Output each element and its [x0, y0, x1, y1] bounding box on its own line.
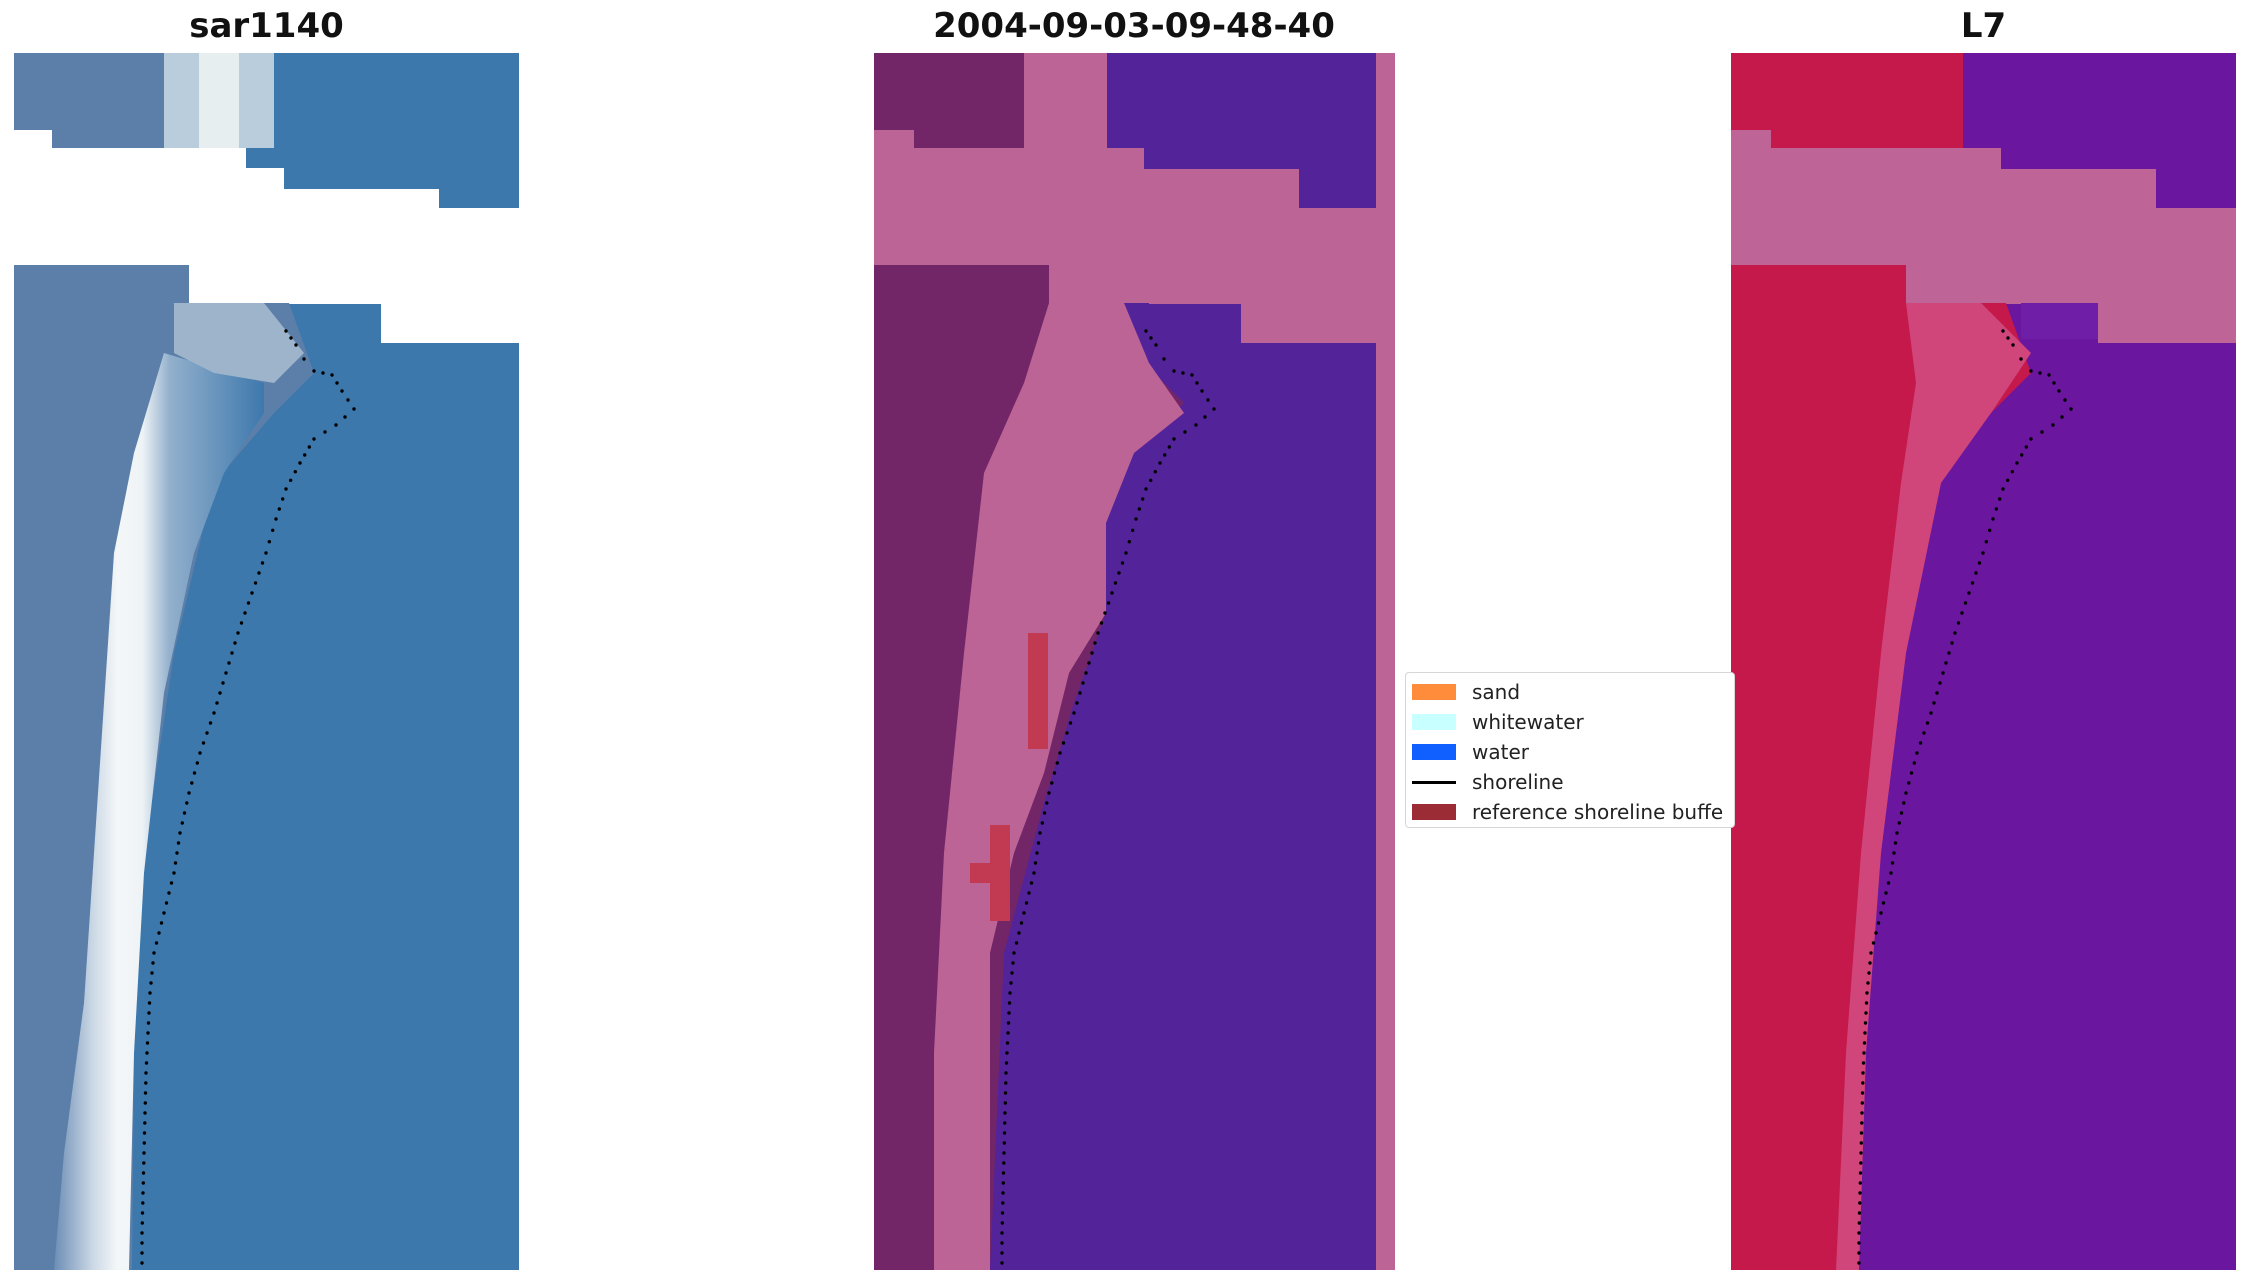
legend-swatch-reference-buffer [1412, 804, 1456, 820]
cls-edge-strip [1376, 53, 1395, 1270]
legend-swatch-water [1412, 744, 1456, 760]
cls-top-land-pink [1024, 53, 1107, 148]
legend-swatch-sand [1412, 684, 1456, 700]
idx-transition [1836, 303, 2031, 1270]
cls-buffer-lower-tab [970, 863, 992, 883]
rgb-spit [174, 303, 304, 383]
cls-land-pink [934, 303, 1184, 1270]
legend-item-shoreline: shoreline [1412, 767, 1564, 797]
rgb-image-panel [14, 53, 519, 1270]
legend-item-whitewater: whitewater [1412, 707, 1584, 737]
panel-title-classified: 2004-09-03-09-48-40 [933, 6, 1335, 46]
cls-cloud-band [874, 130, 1395, 343]
rgb-image [14, 53, 519, 1270]
rgb-beach [54, 353, 264, 1270]
idx-cloud-band [1731, 130, 2236, 343]
cls-buffer-lower [990, 825, 1010, 921]
rgb-nodata-mid [189, 265, 519, 343]
idx-cloud-gap [2021, 303, 2098, 339]
legend-item-water: water [1412, 737, 1529, 767]
legend-label-shoreline: shoreline [1472, 770, 1564, 794]
legend-swatch-whitewater [1412, 714, 1456, 730]
legend-label-water: water [1472, 740, 1529, 764]
legend-line-shoreline [1412, 780, 1456, 784]
index-image [1731, 53, 2236, 1270]
classified-image [874, 53, 1395, 1270]
classified-image-panel [874, 53, 1395, 1270]
rgb-nodata-top [14, 130, 519, 265]
legend-item-sand: sand [1412, 677, 1520, 707]
panel-title-rgb: sar1140 [189, 6, 344, 46]
cls-buffer-upper [1028, 633, 1048, 749]
legend-label-whitewater: whitewater [1472, 710, 1584, 734]
index-image-panel [1731, 53, 2236, 1270]
rgb-top-white [199, 53, 239, 148]
legend-item-reference-buffer: reference shoreline buffe [1412, 797, 1723, 827]
legend: sand whitewater water shoreline referenc… [1405, 672, 1735, 828]
panel-title-index: L7 [1960, 6, 2007, 46]
legend-label-sand: sand [1472, 680, 1521, 704]
legend-label-reference-buffer: reference shoreline buffe [1472, 800, 1724, 824]
